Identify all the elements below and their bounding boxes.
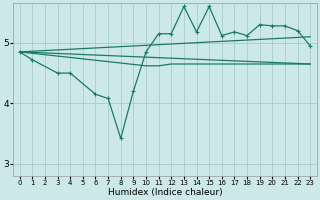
X-axis label: Humidex (Indice chaleur): Humidex (Indice chaleur) [108, 188, 222, 197]
